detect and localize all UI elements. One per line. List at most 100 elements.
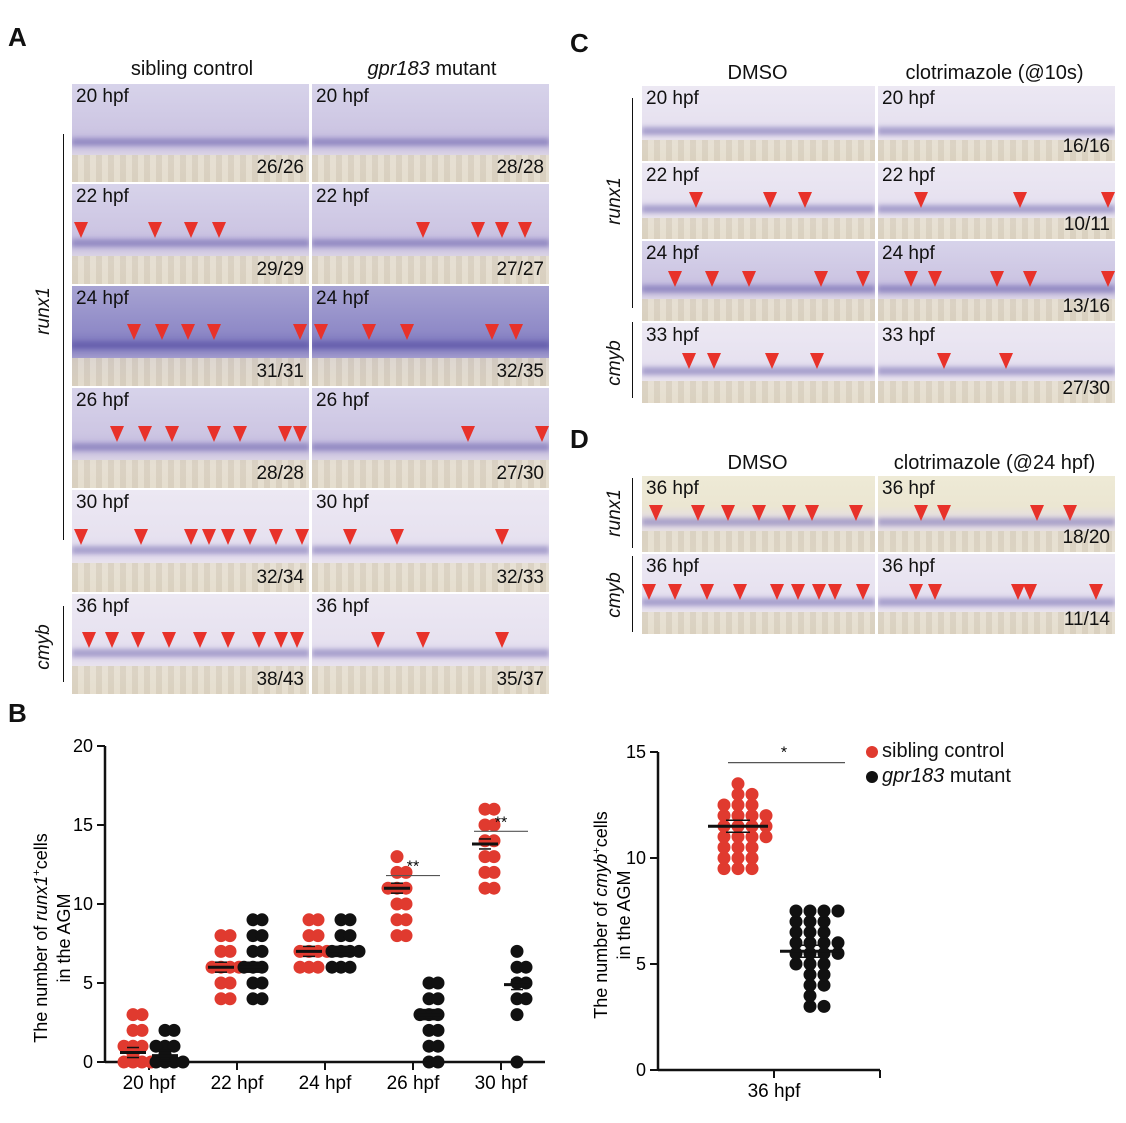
mutant-data-point [176, 1055, 190, 1069]
yolk-texture [878, 217, 1115, 239]
mutant-data-point [431, 992, 445, 1006]
red-arrowhead-icon [184, 222, 198, 238]
tile-count-label: 38/43 [256, 669, 304, 690]
mutant-data-point [246, 944, 260, 958]
mutant-data-point [817, 936, 831, 950]
sibling-data-point [487, 850, 501, 864]
vessel-band [312, 443, 549, 451]
sibling-data-point [731, 798, 745, 812]
vessel-band [312, 546, 549, 554]
panel-c-clotrimazole-tile: 20 hpf 16/16 [878, 86, 1115, 161]
red-arrowhead-icon [400, 324, 414, 340]
red-arrowhead-icon [770, 584, 784, 600]
mutant-data-point [803, 978, 817, 992]
red-arrowhead-icon [127, 324, 141, 340]
cmyb-scatter-chart: 0 5 10 15 36 hpf * The number of cmyb+cells i… [591, 742, 881, 1102]
vessel-band [312, 649, 549, 657]
red-arrowhead-icon [668, 271, 682, 287]
vessel-band [72, 443, 309, 451]
panel-c-cmyb-label: cmyb [604, 340, 625, 386]
sibling-data-point [311, 960, 325, 974]
panel-a-col1-header: sibling control [130, 58, 254, 80]
red-arrowhead-icon [162, 632, 176, 648]
panel-a-mutant-tile: 20 hpf 28/28 [312, 84, 549, 182]
tile-stage-label: 22 hpf [882, 165, 935, 186]
red-arrowhead-icon [416, 632, 430, 648]
red-arrowhead-icon [705, 271, 719, 287]
mutant-data-point [255, 929, 269, 943]
vessel-band [72, 341, 309, 349]
red-arrowhead-icon [390, 529, 404, 545]
sibling-data-point [214, 992, 228, 1006]
tile-stage-label: 22 hpf [76, 186, 129, 207]
yolk-texture [72, 563, 309, 592]
panel-c-col1-header: DMSO [727, 62, 788, 84]
tile-stage-label: 33 hpf [646, 325, 699, 346]
red-arrowhead-icon [293, 324, 307, 340]
tile-stage-label: 30 hpf [76, 492, 129, 513]
yolk-texture [878, 611, 1115, 634]
mutant-data-point [519, 992, 533, 1006]
vessel-band [878, 518, 1115, 526]
sibling-data-point [135, 1039, 149, 1053]
tile-stage-label: 22 hpf [316, 186, 369, 207]
red-arrowhead-icon [278, 426, 292, 442]
yolk-texture [72, 256, 309, 284]
x-tick-label: 24 hpf [299, 1073, 353, 1094]
panel-c-dmso-tile: 22 hpf [642, 163, 875, 239]
tile-stage-label: 36 hpf [882, 556, 935, 577]
y-tick-label: 10 [626, 848, 646, 868]
mutant-data-point [167, 1023, 181, 1037]
panel-a-sibling-tile: 22 hpf 29/29 [72, 184, 309, 284]
panel-d-cmyb-label: cmyb [604, 572, 625, 618]
red-arrowhead-icon [649, 505, 663, 521]
tile-count-label: 32/34 [256, 567, 304, 588]
sibling-data-point [223, 976, 237, 990]
panel-a-runx1-bracket [63, 134, 64, 540]
mutant-data-point [422, 992, 436, 1006]
x-tick-label: 36 hpf [748, 1081, 802, 1102]
red-arrowhead-icon [849, 505, 863, 521]
significance-label: ** [407, 859, 419, 876]
red-arrowhead-icon [252, 632, 266, 648]
sibling-data-point [478, 865, 492, 879]
red-arrowhead-icon [1101, 271, 1115, 287]
red-arrowhead-icon [105, 632, 119, 648]
sibling-data-point [745, 862, 759, 876]
sibling-data-point [126, 1047, 140, 1061]
red-arrowhead-icon [148, 222, 162, 238]
sibling-data-point [717, 862, 731, 876]
red-arrowhead-icon [928, 271, 942, 287]
legend-dot-red [866, 745, 878, 758]
red-arrowhead-icon [914, 192, 928, 208]
red-arrowhead-icon [416, 222, 430, 238]
mutant-data-point [422, 1055, 436, 1069]
red-arrowhead-icon [782, 505, 796, 521]
y-tick-label: 0 [636, 1060, 646, 1080]
mutant-data-point [803, 925, 817, 939]
mutant-data-point [255, 976, 269, 990]
sibling-data-point [759, 809, 773, 823]
tile-stage-label: 33 hpf [882, 325, 935, 346]
red-arrowhead-icon [805, 505, 819, 521]
tile-stage-label: 26 hpf [316, 390, 369, 411]
sibling-data-point [731, 851, 745, 865]
red-arrowhead-icon [828, 584, 842, 600]
sibling-data-point [478, 881, 492, 895]
y-tick-label: 10 [73, 894, 93, 914]
legend-text-mutant: mutant [944, 765, 1011, 787]
tile-count-label: 27/30 [496, 463, 544, 484]
panel-a-sibling-tile: 30 hpf 32/34 [72, 490, 309, 592]
red-arrowhead-icon [1023, 584, 1037, 600]
mutant-data-point [817, 999, 831, 1013]
runx1-y-axis-title: The number of runx1+cells [31, 833, 51, 1043]
red-arrowhead-icon [471, 222, 485, 238]
red-arrowhead-icon [221, 529, 235, 545]
significance-label: * [781, 745, 787, 762]
red-arrowhead-icon [181, 324, 195, 340]
legend-dot-black [866, 770, 878, 783]
vessel-band [878, 367, 1115, 375]
sibling-data-point [487, 865, 501, 879]
red-arrowhead-icon [212, 222, 226, 238]
yolk-texture [72, 460, 309, 488]
